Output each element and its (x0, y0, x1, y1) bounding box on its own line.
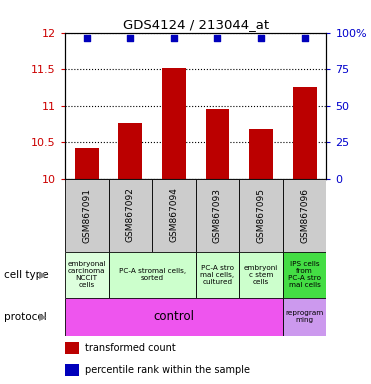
Bar (196, 179, 239, 252)
Bar (65, 252, 108, 298)
Bar (293, 87, 317, 179)
Bar (118, 123, 142, 179)
Bar (206, 109, 230, 179)
Text: ▶: ▶ (39, 270, 46, 280)
Text: PC-A stro
mal cells,
cultured: PC-A stro mal cells, cultured (200, 265, 234, 285)
Text: GSM867095: GSM867095 (257, 187, 266, 243)
Text: cell type: cell type (4, 270, 48, 280)
Text: percentile rank within the sample: percentile rank within the sample (85, 365, 250, 375)
Bar (196, 252, 239, 298)
Bar (283, 179, 326, 252)
Bar (283, 298, 326, 336)
Bar (239, 252, 283, 298)
Bar (75, 148, 99, 179)
Text: GSM867092: GSM867092 (126, 188, 135, 242)
Text: GSM867091: GSM867091 (82, 187, 91, 243)
Bar (239, 179, 283, 252)
Bar (65, 298, 283, 336)
Bar (65, 179, 109, 252)
Bar (152, 179, 196, 252)
Text: GSM867096: GSM867096 (300, 187, 309, 243)
Point (302, 35, 308, 41)
Point (127, 35, 133, 41)
Text: GSM867094: GSM867094 (170, 188, 178, 242)
Bar (65, 364, 79, 376)
Bar (249, 129, 273, 179)
Text: transformed count: transformed count (85, 343, 175, 353)
Bar (162, 68, 186, 179)
Title: GDS4124 / 213044_at: GDS4124 / 213044_at (123, 18, 269, 31)
Bar (108, 179, 152, 252)
Text: control: control (153, 310, 194, 323)
Text: embryonal
carcinoma
NCCIT
cells: embryonal carcinoma NCCIT cells (68, 261, 106, 288)
Text: PC-A stromal cells,
sorted: PC-A stromal cells, sorted (119, 268, 186, 281)
Text: embryoni
c stem
cells: embryoni c stem cells (244, 265, 278, 285)
Text: IPS cells
from
PC-A stro
mal cells: IPS cells from PC-A stro mal cells (288, 261, 321, 288)
Text: ▶: ▶ (39, 312, 46, 322)
Point (258, 35, 264, 41)
Point (214, 35, 220, 41)
Bar (283, 252, 326, 298)
Text: GSM867093: GSM867093 (213, 187, 222, 243)
Point (84, 35, 90, 41)
Point (171, 35, 177, 41)
Text: protocol: protocol (4, 312, 46, 322)
Text: reprogram
ming: reprogram ming (286, 310, 324, 323)
Bar (108, 252, 196, 298)
Bar (65, 342, 79, 354)
